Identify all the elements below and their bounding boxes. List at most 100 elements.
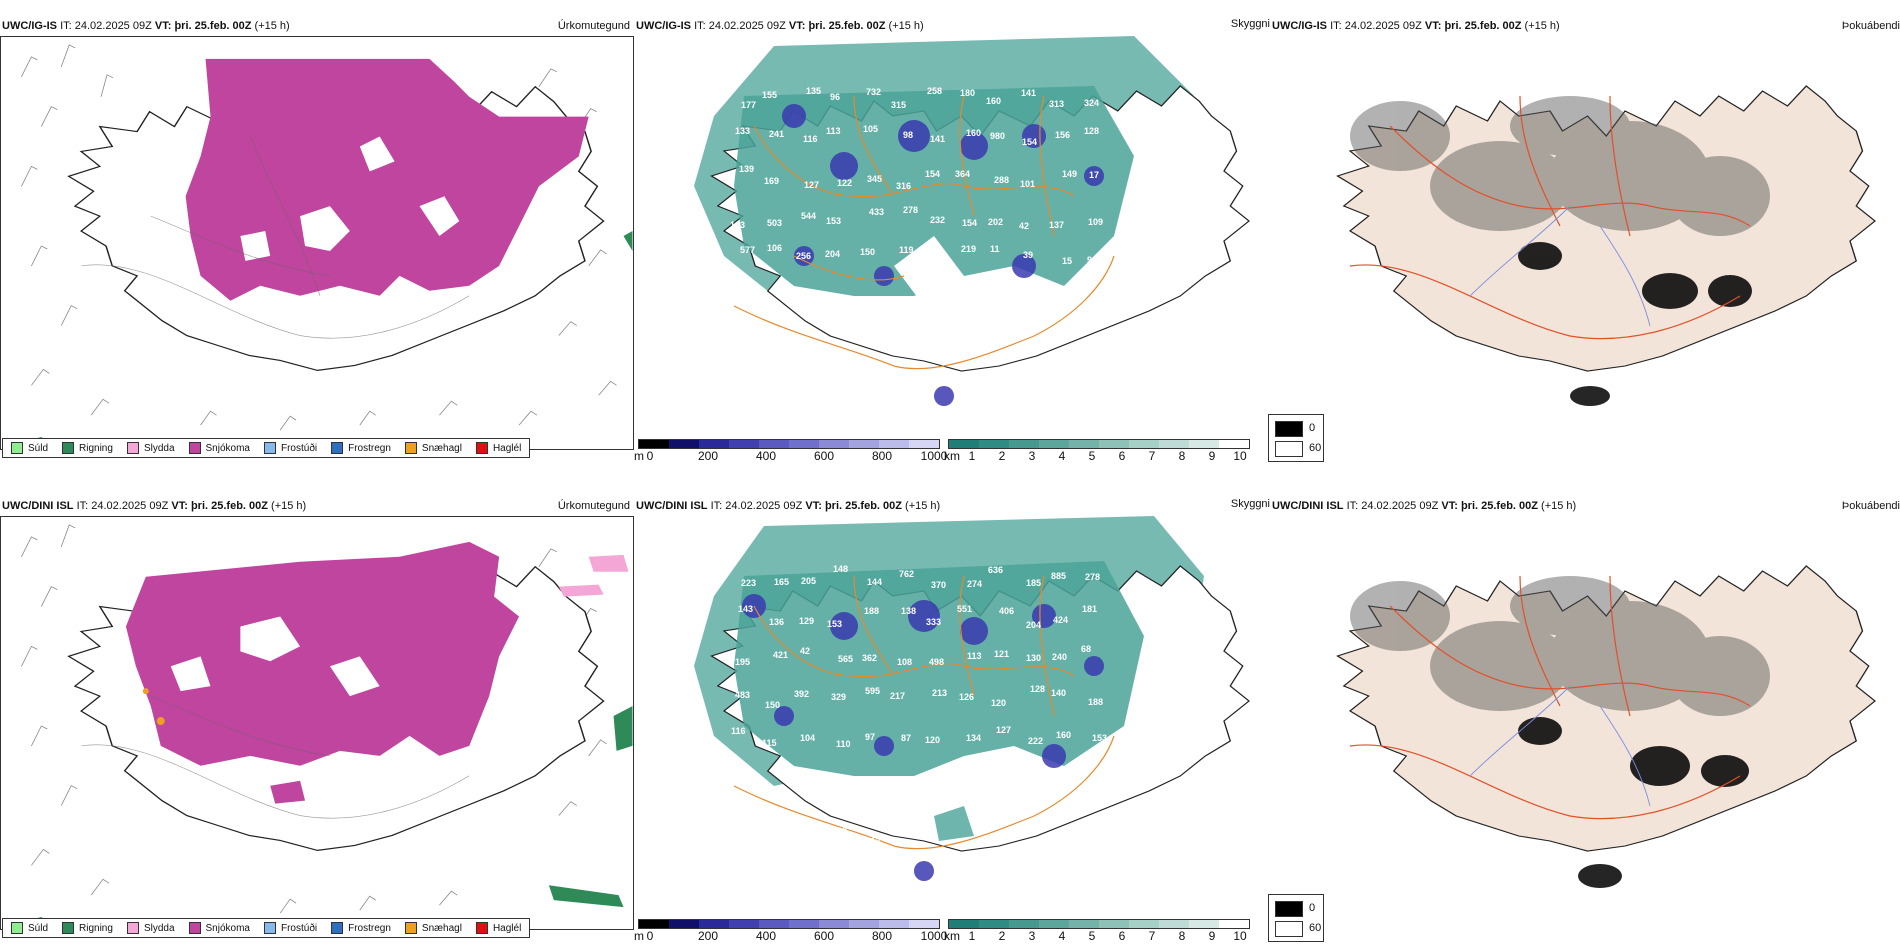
cloud-base-value: 39	[1023, 250, 1033, 260]
cloud-base-value: 185	[1026, 578, 1041, 588]
cloud-base-value: 140	[1051, 688, 1066, 698]
precip-map	[0, 516, 634, 930]
cloud-base-value: 148	[833, 564, 848, 574]
cloud-base-value: 324	[1084, 98, 1099, 108]
visibility-unit: km	[944, 929, 960, 943]
legend-item: Snæhagl	[404, 922, 462, 934]
fog-swatch-dark	[1275, 901, 1303, 917]
colorbar-segment	[789, 920, 819, 928]
fog-dense	[1518, 242, 1752, 406]
fog-panel-row2: UWC/DINI ISL IT: 24.02.2025 09Z VT: þri.…	[1270, 494, 1900, 942]
visibility-tick: 8	[1178, 449, 1186, 463]
cloud-base-value: 329	[831, 692, 846, 702]
cloud-base-value: 129	[799, 616, 814, 626]
precip-legend: Súld Rigning Slydda Snjókoma Frostúði Fr…	[2, 918, 531, 938]
cloud-base-value: 98	[903, 130, 913, 140]
precip-snow	[125, 541, 520, 804]
swatch-snow-pellets	[404, 922, 417, 934]
swatch-rain	[62, 922, 75, 934]
ceiling-tick: 600	[813, 929, 835, 943]
legend-item: Haglél	[475, 442, 521, 454]
colorbar-segment	[909, 920, 939, 928]
cloud-base-value: 150	[860, 247, 875, 257]
visibility-tick: 4	[1058, 449, 1066, 463]
cloud-base-value: 135	[806, 86, 821, 96]
visibility-tick: 10	[1233, 929, 1247, 943]
cloud-base-value: 17	[1089, 170, 1099, 180]
visibility-tick: 7	[1148, 449, 1156, 463]
panel-header: UWC/DINI ISL IT: 24.02.2025 09Z VT: þri.…	[1272, 500, 1577, 512]
precip-panel-row2: UWC/DINI ISL IT: 24.02.2025 09Z VT: þri.…	[0, 494, 634, 942]
cloud-base-value: 156	[1055, 130, 1070, 140]
fog-legend-label: 60	[1309, 442, 1322, 454]
panel-title: Skyggni	[1230, 498, 1270, 510]
cloud-base-value: 181	[1082, 604, 1097, 614]
cloud-base-value: 149	[1062, 169, 1077, 179]
cloud-base-value: 258	[927, 86, 942, 96]
cloud-base-value: 274	[967, 579, 982, 589]
cloud-base-value: 213	[932, 688, 947, 698]
cloud-base-value: 204	[825, 249, 840, 259]
cloud-base-value: 113	[826, 126, 841, 136]
visibility-panel-row2: UWC/DINI ISL IT: 24.02.2025 09Z VT: þri.…	[634, 494, 1270, 943]
cloud-base-value: 141	[1021, 88, 1036, 98]
cloud-base-value: 205	[801, 576, 816, 586]
cloud-base-value: 143	[738, 604, 753, 614]
legend-item: Súld	[11, 922, 48, 934]
cloud-base-value: 424	[1053, 615, 1068, 625]
visibility-tick: 1	[968, 929, 976, 943]
cloud-base-value: 762	[899, 569, 914, 579]
cloud-base-value: 421	[773, 650, 788, 660]
fog-swatch-light	[1275, 921, 1303, 937]
cloud-base-value: 154	[1022, 137, 1037, 147]
ceiling-unit: m	[634, 929, 644, 943]
visibility-map: 223 165 205 148 144 762 370 274 636 185 885 278 143 1…	[694, 516, 1250, 881]
cloud-base-value: 104	[800, 733, 815, 743]
visibility-tick: 6	[1118, 929, 1126, 943]
colorbar-segment	[979, 920, 1009, 928]
colorbar-segment	[1099, 920, 1129, 928]
cloud-base-value: 160	[986, 96, 1001, 106]
cloud-base-value: 154	[925, 169, 940, 179]
cloud-base-value: 96	[830, 92, 840, 102]
fog-legend-label: 60	[1309, 922, 1322, 934]
cloud-base-value: 708	[794, 826, 809, 836]
cloud-base-labels: 177 155 135 96 732 315 258 180 160 141 313 324 133 24…	[730, 86, 1103, 369]
cloud-base-value: 223	[741, 578, 756, 588]
cloud-base-value: 188	[1088, 697, 1103, 707]
fog-swatch-light	[1275, 441, 1303, 457]
colorbar-segment	[949, 440, 979, 448]
colorbar-segment	[849, 920, 879, 928]
cloud-base-value: 138	[832, 826, 847, 836]
colorbar-segment	[669, 440, 699, 448]
colorbar-segment	[1129, 440, 1159, 448]
precip-panel-row1: UWC/IG-IS IT: 24.02.2025 09Z VT: þri. 25…	[0, 14, 634, 462]
cloud-base-value: 565	[838, 654, 853, 664]
visibility-tick: 7	[1148, 929, 1156, 943]
colorbar-segment	[729, 920, 759, 928]
visibility-tick: 9	[1208, 449, 1216, 463]
cloud-base-value: 127	[804, 180, 819, 190]
legend-item: Frostúði	[263, 922, 317, 934]
cloud-base-value: 128	[1030, 684, 1045, 694]
ceiling-tick: 800	[871, 929, 893, 943]
cloud-base-value: 136	[769, 617, 784, 627]
colorbar-segment	[879, 440, 909, 448]
colorbar-segment	[879, 920, 909, 928]
colorbar-segment	[729, 440, 759, 448]
legend-item: Rigning	[62, 442, 113, 454]
cloud-base-value: 288	[994, 175, 1009, 185]
cloud-base-value: 139	[739, 164, 754, 174]
swatch-hail	[475, 922, 488, 934]
cloud-base-value: 183	[730, 220, 745, 230]
cloud-base-value: 144	[867, 577, 882, 587]
colorbar-segment	[639, 440, 669, 448]
ceiling-tick: 400	[755, 449, 777, 463]
cloud-base-value: 256	[796, 251, 811, 261]
legend-item: Súld	[11, 442, 48, 454]
colorbar-segment	[699, 440, 729, 448]
cloud-base-value: 110	[836, 739, 851, 749]
ceiling-tick: 1000	[920, 449, 948, 463]
cloud-base-value: 195	[735, 657, 750, 667]
panel-title: Þokuábendi	[1841, 20, 1900, 32]
